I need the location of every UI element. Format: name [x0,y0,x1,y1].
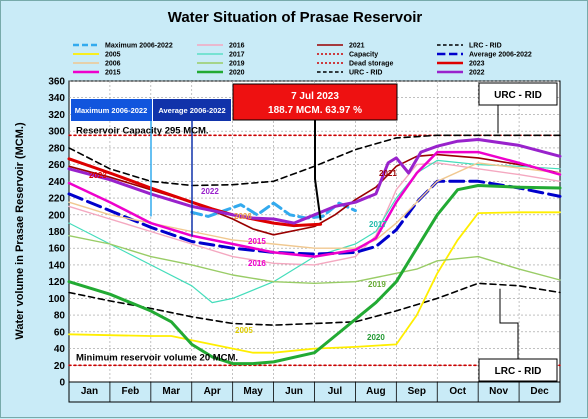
y-tick-label: 240 [48,177,65,188]
legend-label: 2023 [469,61,485,68]
series-line [68,162,561,266]
series-line [67,184,562,366]
y-tick-label: 60 [54,327,66,338]
y-tick-label: 300 [48,127,65,138]
legend-label: 2005 [105,52,121,59]
series-year-label: 2022 [201,187,219,196]
x-tick-label: Jun [285,386,303,397]
legend-label: Maximum 2006-2022 [105,43,173,50]
legend-label: 2022 [469,70,485,77]
y-tick-label: 280 [48,143,65,154]
y-tick-label: 40 [54,344,66,355]
legend-label: URC - RID [349,70,382,77]
y-tick-label: 340 [48,93,65,104]
y-tick-label: 220 [48,194,65,205]
capacity-label: Reservoir Capacity 295 MCM. [76,125,209,136]
series-line [190,201,357,220]
max-callout-box [71,99,152,121]
x-tick-label: Nov [489,386,508,397]
series-line [68,282,561,326]
avg-callout-box [153,99,231,121]
series-year-label: 2019 [368,280,386,289]
chart-title: Water Situation of Prasae Reservoir [167,9,423,26]
current-value-pointer [314,120,322,221]
lrc-callout-label: LRC - RID [495,366,542,377]
series-line [67,179,562,256]
max-callout-label: Maximum 2006-2022 [75,106,148,115]
x-axis-band [68,381,561,403]
x-tick-label: Oct [449,386,466,397]
series-line [68,211,561,354]
series-year-label: 2023 [89,171,107,180]
y-tick-label: 200 [48,210,65,221]
y-tick-label: 160 [48,244,65,255]
series-year-label: 2020 [367,333,385,342]
x-tick-label: Sep [408,386,426,397]
y-tick-label: 80 [54,311,66,322]
min-volume-label: Minimum reservoir volume 20 MCM. [76,352,238,363]
current-date-label: 7 Jul 2023 [291,91,339,102]
y-tick-label: 360 [48,77,65,88]
x-tick-label: Jan [81,386,98,397]
legend-label: 2019 [229,61,245,68]
legend-label: 2006 [105,61,121,68]
x-tick-label: Apr [204,386,221,397]
y-tick-label: 260 [48,160,65,171]
y-tick-label: 20 [54,361,66,372]
x-tick-label: Dec [530,386,549,397]
legend-label: LRC - RID [469,43,502,50]
legend-label: Dead storage [349,61,393,68]
series-year-label: 2017 [369,220,387,229]
y-tick-label: 180 [48,227,65,238]
series-line [68,234,561,284]
series-year-label: 2016 [248,259,266,268]
series-year-label: 2015 [248,237,266,246]
x-tick-label: Jul [328,386,343,397]
series-line [68,159,561,304]
urc-callout-label: URC - RID [494,90,542,101]
legend-label: Average 2006-2022 [469,52,532,59]
series-year-label: 2021 [379,169,397,178]
x-tick-label: Mar [162,386,180,397]
legend-label: 2015 [105,70,121,77]
legend-label: 2020 [229,70,245,77]
y-tick-label: 0 [59,378,65,389]
x-tick-label: May [243,386,263,397]
series-year-label: 2006 [234,212,252,221]
series-year-label: 2005 [235,326,253,335]
x-tick-label: Feb [121,386,139,397]
y-tick-label: 320 [48,110,65,121]
y-axis-label: Water volume in Prasae Reservoir (MCM.) [14,122,26,340]
y-tick-label: 140 [48,260,65,271]
legend-label: 2021 [349,43,365,50]
y-tick-label: 120 [48,277,65,288]
legend-label: 2016 [229,43,245,50]
series-line [67,138,562,225]
x-tick-label: Aug [366,386,385,397]
legend-label: 2017 [229,52,245,59]
series-line [67,150,562,258]
current-value-label: 188.7 MCM. 63.97 % [268,105,362,116]
current-value-box [232,83,398,121]
y-tick-label: 100 [48,294,65,305]
urc-callout-box [478,82,558,106]
avg-callout-label: Average 2006-2022 [158,106,225,115]
lrc-callout-arrow [499,288,519,359]
legend-label: Capacity [349,52,378,59]
